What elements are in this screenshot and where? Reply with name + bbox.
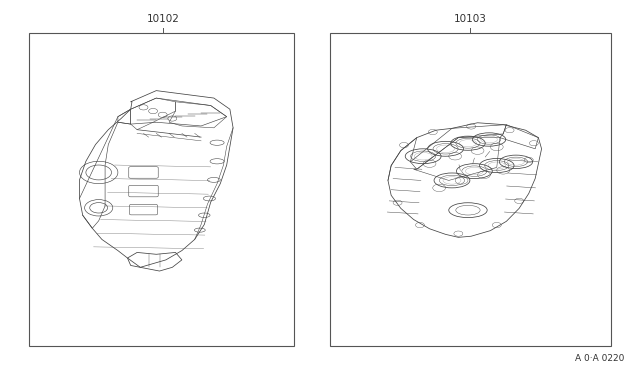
Text: 10103: 10103 [454,14,487,24]
Bar [330,33,611,346]
Text: A 0·A 0220: A 0·A 0220 [575,354,624,363]
Text: 10102: 10102 [147,14,180,24]
Bar [29,33,294,346]
